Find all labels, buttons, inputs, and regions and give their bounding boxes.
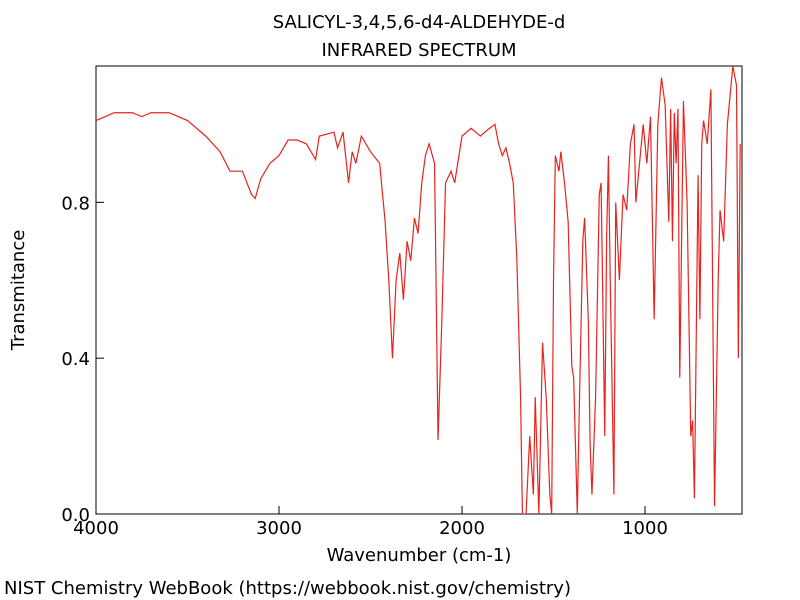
x-tick-label: 4000 bbox=[73, 518, 119, 539]
chart-subtitle: INFRARED SPECTRUM bbox=[321, 40, 516, 61]
y-tick-label: 0.0 bbox=[61, 505, 90, 526]
spectrum-line bbox=[96, 66, 741, 514]
plot-frame bbox=[95, 65, 743, 515]
x-tick-label: 3000 bbox=[256, 518, 302, 539]
footer: NIST Chemistry WebBook (https://webbook.… bbox=[4, 578, 571, 599]
y-tick-label: 0.4 bbox=[61, 349, 90, 370]
x-tick-label: 1000 bbox=[622, 518, 668, 539]
x-axis-label: Wavenumber (cm-1) bbox=[327, 545, 512, 566]
chart-title: SALICYL-3,4,5,6-d4-ALDEHYDE-d bbox=[273, 12, 566, 33]
x-tick-label: 2000 bbox=[439, 518, 485, 539]
y-axis-label: Transmitance bbox=[8, 230, 29, 352]
y-tick-label: 0.8 bbox=[61, 193, 90, 214]
